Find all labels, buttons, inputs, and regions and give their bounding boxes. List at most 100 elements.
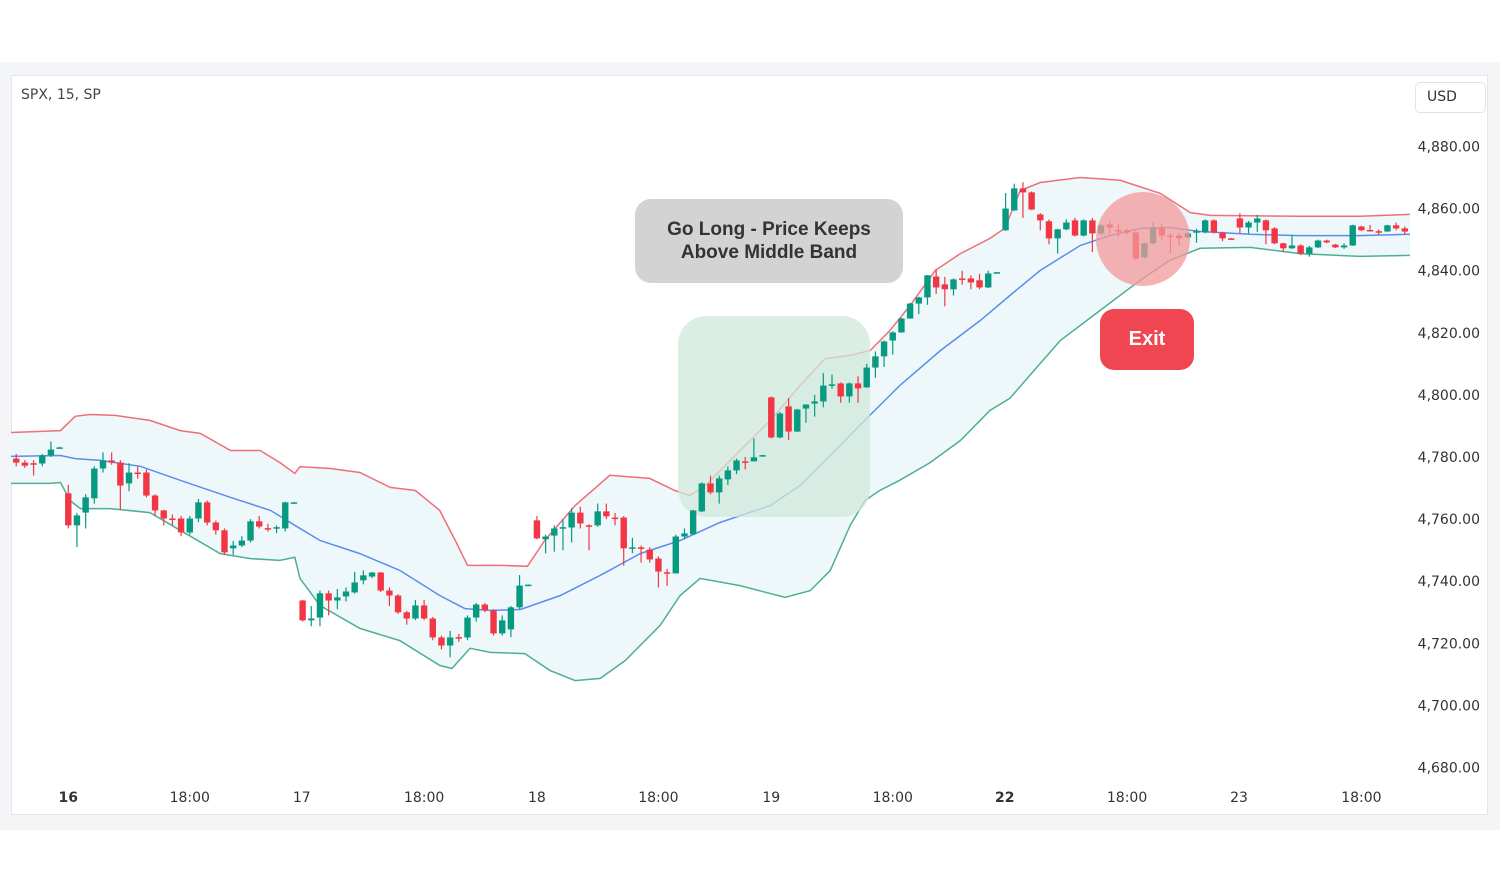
candle-body bbox=[73, 515, 81, 526]
symbol-label: SPX, 15, SP bbox=[21, 87, 101, 103]
candle bbox=[1349, 224, 1356, 246]
candle-body bbox=[976, 280, 983, 288]
candle bbox=[490, 609, 497, 636]
candle-body bbox=[1314, 240, 1322, 248]
candle bbox=[620, 516, 627, 566]
candle bbox=[872, 351, 879, 378]
candle-body bbox=[186, 518, 193, 533]
candle bbox=[1401, 226, 1408, 235]
candle-body bbox=[91, 468, 98, 499]
candle-body bbox=[551, 528, 558, 536]
candle-body bbox=[533, 520, 541, 539]
candle-body bbox=[1288, 245, 1296, 249]
price-tick-label: 4,720.00 bbox=[1418, 636, 1480, 652]
candle-body bbox=[585, 525, 593, 527]
candle-body bbox=[1392, 225, 1400, 229]
candle-body bbox=[1401, 228, 1408, 232]
candle-body bbox=[689, 510, 697, 535]
candle bbox=[360, 570, 367, 585]
candle bbox=[611, 512, 619, 526]
candle bbox=[99, 452, 107, 473]
candle bbox=[420, 599, 428, 621]
candle bbox=[108, 452, 115, 465]
candle bbox=[247, 519, 254, 543]
candle bbox=[151, 494, 159, 517]
candle-body bbox=[707, 483, 714, 493]
candle bbox=[290, 502, 298, 504]
candle bbox=[13, 453, 20, 467]
candle bbox=[941, 276, 949, 307]
candle-body bbox=[958, 278, 966, 280]
candle-body bbox=[681, 533, 688, 537]
candle-body bbox=[1045, 221, 1053, 239]
candle bbox=[950, 278, 957, 296]
candle-body bbox=[637, 547, 645, 549]
candle-body bbox=[898, 318, 905, 333]
candle-body bbox=[273, 527, 280, 529]
candle-body bbox=[594, 511, 601, 526]
candle bbox=[1288, 234, 1296, 249]
candle-body bbox=[733, 460, 740, 471]
candle-body bbox=[629, 547, 636, 549]
candle-body bbox=[1219, 232, 1226, 239]
time-tick-label: 22 bbox=[995, 790, 1014, 806]
candle-body bbox=[490, 610, 497, 634]
candle-body bbox=[1037, 214, 1044, 221]
candle-body bbox=[108, 460, 115, 463]
candle-body bbox=[438, 637, 445, 646]
candle-body bbox=[698, 483, 706, 512]
candle-body bbox=[464, 617, 471, 638]
candle-body bbox=[846, 383, 853, 397]
candle-body bbox=[750, 457, 758, 462]
time-tick-label: 23 bbox=[1230, 790, 1248, 806]
price-tick-label: 4,880.00 bbox=[1418, 139, 1480, 155]
candle-body bbox=[1366, 229, 1374, 232]
candle bbox=[985, 270, 992, 289]
currency-button[interactable]: USD bbox=[1415, 82, 1486, 113]
candle bbox=[39, 453, 46, 467]
go-long-text: Go Long - Price Keeps Above Middle Band bbox=[667, 219, 871, 263]
candle bbox=[1219, 231, 1226, 242]
candle-body bbox=[863, 367, 870, 388]
candle bbox=[1323, 239, 1330, 244]
candle bbox=[1028, 191, 1035, 211]
candle bbox=[1297, 244, 1304, 256]
candle-body bbox=[342, 591, 350, 597]
lower-band-line bbox=[11, 246, 1411, 682]
candle-body bbox=[308, 618, 315, 621]
candle-body bbox=[238, 540, 246, 546]
candle bbox=[681, 528, 688, 540]
candle bbox=[1262, 219, 1270, 245]
candle bbox=[446, 630, 454, 658]
candle bbox=[212, 520, 220, 535]
candle bbox=[906, 302, 914, 319]
candle-body bbox=[915, 297, 922, 304]
candle bbox=[516, 575, 523, 610]
time-tick-label: 17 bbox=[293, 790, 311, 806]
candle bbox=[846, 382, 853, 403]
candle-body bbox=[229, 545, 237, 549]
candle-body bbox=[151, 495, 159, 511]
candle-body bbox=[325, 593, 332, 601]
candle bbox=[481, 602, 489, 613]
exit-text: Exit bbox=[1128, 328, 1166, 350]
candle bbox=[377, 571, 384, 593]
candle-body bbox=[429, 618, 436, 638]
candle-body bbox=[134, 472, 141, 475]
candle-body bbox=[577, 512, 584, 524]
candle bbox=[256, 516, 263, 529]
candle bbox=[91, 466, 98, 504]
candle-body bbox=[299, 600, 306, 621]
exit-annotation: Exit bbox=[1100, 309, 1194, 370]
candle bbox=[1245, 220, 1252, 234]
candle bbox=[342, 587, 350, 602]
candle bbox=[160, 509, 167, 526]
candle bbox=[195, 498, 202, 523]
candle bbox=[629, 537, 636, 554]
candle-body bbox=[1228, 238, 1235, 240]
candle-body bbox=[1063, 222, 1070, 230]
candle-body bbox=[785, 406, 792, 432]
candle-body bbox=[1323, 240, 1330, 243]
candle bbox=[1210, 219, 1218, 234]
